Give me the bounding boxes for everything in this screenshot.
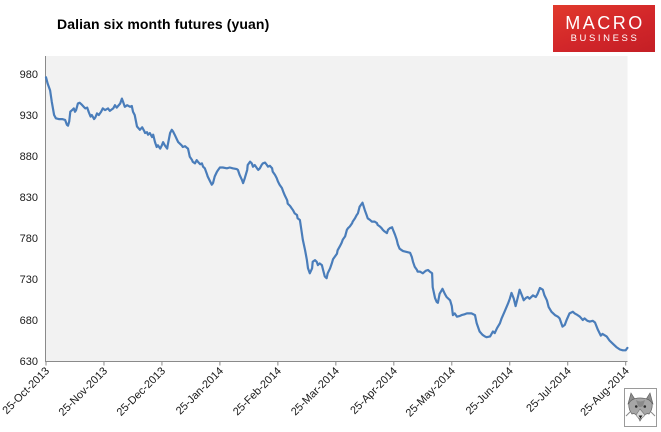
x-tick-label: 25-Jun-2014 <box>464 365 516 417</box>
logo-text-business: BUSINESS <box>570 32 640 44</box>
page-title: Dalian six month futures (yuan) <box>57 16 270 32</box>
x-tick-label: 25-Feb-2014 <box>231 365 284 418</box>
x-tick-label: 25-Oct-2013 <box>0 365 52 417</box>
y-axis-labels: 630 680 730 780 830 880 930 980 <box>20 69 38 368</box>
logo-text-macro: MACRO <box>565 12 645 33</box>
y-tick-label: 730 <box>20 274 38 286</box>
macrobusiness-logo: MACRO BUSINESS <box>553 5 655 52</box>
x-tick-label: 25-May-2014 <box>404 365 458 419</box>
x-tick-label: 25-Mar-2014 <box>289 365 342 418</box>
x-tick-label: 25-Apr-2014 <box>348 365 400 417</box>
x-tick-label: 25-Jan-2014 <box>174 365 226 417</box>
x-tick-label: 25-Dec-2013 <box>115 365 168 418</box>
y-tick-label: 630 <box>20 356 38 368</box>
x-tick-label: 25-Jul-2014 <box>524 365 574 415</box>
wolf-face-icon <box>624 388 657 427</box>
y-tick-label: 930 <box>20 110 38 122</box>
y-tick-label: 780 <box>20 233 38 245</box>
y-tick-label: 680 <box>20 315 38 327</box>
y-tick-label: 880 <box>20 151 38 163</box>
plot-area <box>46 56 628 362</box>
x-tick-label: 25-Nov-2013 <box>57 365 110 418</box>
y-tick-label: 980 <box>20 69 38 81</box>
y-tick-label: 830 <box>20 192 38 204</box>
x-axis-labels: 25-Oct-2013 25-Nov-2013 25-Dec-2013 25-Jan-… <box>0 361 632 419</box>
price-line <box>44 76 629 352</box>
